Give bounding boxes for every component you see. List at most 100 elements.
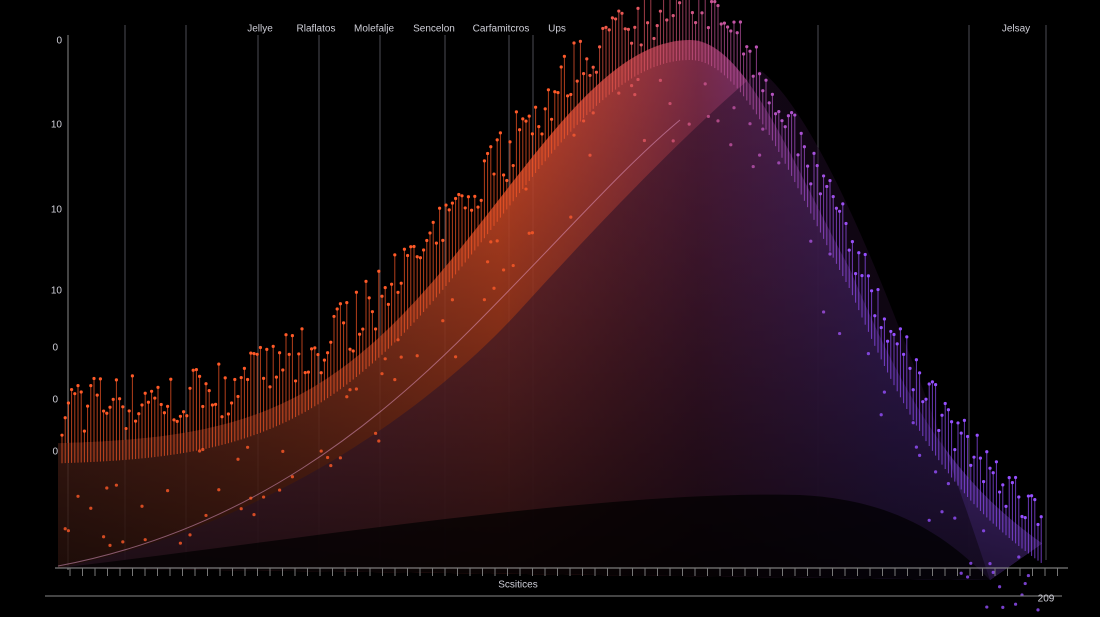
- spike-tip: [918, 371, 922, 375]
- spike-tip: [562, 54, 567, 58]
- spike-tip: [492, 172, 496, 176]
- spike-tip: [450, 201, 454, 205]
- spike-tip: [758, 72, 762, 76]
- spike-tip: [153, 396, 157, 400]
- dot: [511, 263, 515, 268]
- dot: [582, 119, 586, 123]
- spike-tip: [991, 471, 995, 475]
- spike-tip: [886, 339, 890, 343]
- spike-tip: [198, 374, 202, 378]
- spike-tip: [809, 182, 813, 186]
- dot: [1036, 608, 1040, 612]
- spike-tip: [735, 31, 739, 35]
- surface: [57, 0, 1043, 612]
- spike-tip: [377, 269, 381, 273]
- spike-tip: [204, 382, 208, 386]
- spike-tip: [985, 450, 989, 454]
- spike-tip: [130, 374, 134, 378]
- spike-tip: [1014, 475, 1018, 480]
- corner-label: 209: [1038, 594, 1055, 605]
- dot: [393, 378, 397, 382]
- spike-tip: [879, 325, 883, 330]
- spike-tip: [495, 138, 499, 142]
- spike-tip: [652, 36, 656, 41]
- dot: [396, 338, 400, 342]
- spike-tip: [924, 397, 928, 401]
- spike-tip: [226, 412, 230, 416]
- spike-tip: [342, 321, 346, 325]
- dot: [671, 139, 675, 143]
- dot: [354, 387, 358, 391]
- spike-tip: [636, 6, 640, 10]
- spike-tip: [911, 388, 915, 392]
- header-label: Ups: [548, 24, 566, 35]
- spike-tip: [802, 145, 807, 149]
- spike-tip: [434, 241, 438, 245]
- spike-tip: [255, 352, 259, 356]
- spike-tip: [454, 196, 458, 201]
- dot: [822, 310, 826, 314]
- spike-tip: [470, 208, 474, 212]
- spike-tip: [665, 18, 669, 22]
- dot: [914, 445, 919, 449]
- dot: [326, 455, 330, 460]
- spike-tip: [92, 376, 96, 381]
- spike-tip: [479, 198, 483, 203]
- spike-tip: [418, 256, 422, 260]
- spike-tip: [236, 394, 240, 399]
- spike-tip: [166, 404, 170, 408]
- spike-tip: [457, 192, 461, 197]
- dot: [1017, 555, 1021, 559]
- spike-tip: [569, 92, 573, 97]
- spike-tip: [306, 370, 310, 374]
- spike-tip: [425, 238, 429, 243]
- spike-tip: [460, 194, 464, 198]
- spike-tip: [930, 380, 935, 384]
- dot: [588, 153, 592, 157]
- spike-tip: [575, 79, 579, 83]
- dot: [188, 533, 192, 537]
- spike-tip: [60, 433, 64, 437]
- spike-tip: [556, 91, 560, 95]
- dot: [668, 101, 672, 106]
- spike-tip: [287, 352, 291, 356]
- spike-tip: [604, 25, 608, 29]
- spike-tip: [316, 352, 320, 357]
- spike-tip: [63, 416, 67, 420]
- spike-tip: [169, 377, 173, 381]
- dot: [201, 447, 205, 452]
- spike-tip: [182, 410, 186, 414]
- spike-tip: [626, 27, 631, 31]
- spike-tip: [220, 415, 224, 419]
- spike-tip: [412, 244, 416, 249]
- dot: [1026, 573, 1030, 578]
- spike-tip: [1017, 495, 1021, 499]
- spike-tip: [783, 125, 787, 129]
- spike-tip: [422, 248, 426, 252]
- dot: [399, 355, 403, 359]
- spike-tip: [354, 290, 358, 294]
- dot: [985, 605, 989, 609]
- spike-tip: [742, 52, 746, 56]
- dot: [959, 571, 963, 575]
- spike-tip: [815, 164, 819, 168]
- dot: [617, 91, 621, 95]
- dot: [591, 111, 595, 115]
- spike-tip: [409, 245, 413, 249]
- spike-tip: [364, 279, 368, 284]
- dot: [89, 506, 93, 510]
- spike-tip: [601, 26, 605, 31]
- spike-tip: [777, 109, 781, 114]
- spike-tip: [566, 94, 570, 98]
- spike-tip: [278, 351, 282, 355]
- spike-tip: [415, 255, 419, 259]
- spike-tip: [79, 390, 83, 394]
- spike-tip: [975, 433, 979, 437]
- spike-tip: [591, 65, 595, 69]
- spike-tip: [594, 70, 599, 74]
- spike-tip: [441, 238, 445, 242]
- dot: [380, 372, 384, 376]
- spike-tip: [98, 377, 102, 381]
- spike-tip: [850, 240, 855, 244]
- dot: [108, 543, 112, 547]
